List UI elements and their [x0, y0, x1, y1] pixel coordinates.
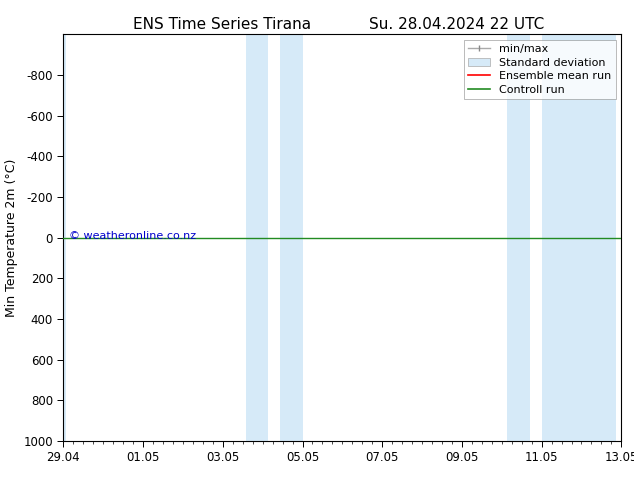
Bar	[541, 34, 616, 441]
Legend: min/max, Standard deviation, Ensemble mean run, Controll run: min/max, Standard deviation, Ensemble me…	[463, 40, 616, 99]
Bar	[245, 34, 268, 441]
Text: © weatheronline.co.nz: © weatheronline.co.nz	[69, 231, 196, 241]
Bar	[280, 34, 302, 441]
Bar	[507, 34, 530, 441]
Text: Su. 28.04.2024 22 UTC: Su. 28.04.2024 22 UTC	[369, 17, 544, 32]
Bar	[63, 34, 66, 441]
Y-axis label: Min Temperature 2m (°C): Min Temperature 2m (°C)	[5, 158, 18, 317]
Text: ENS Time Series Tirana: ENS Time Series Tirana	[133, 17, 311, 32]
